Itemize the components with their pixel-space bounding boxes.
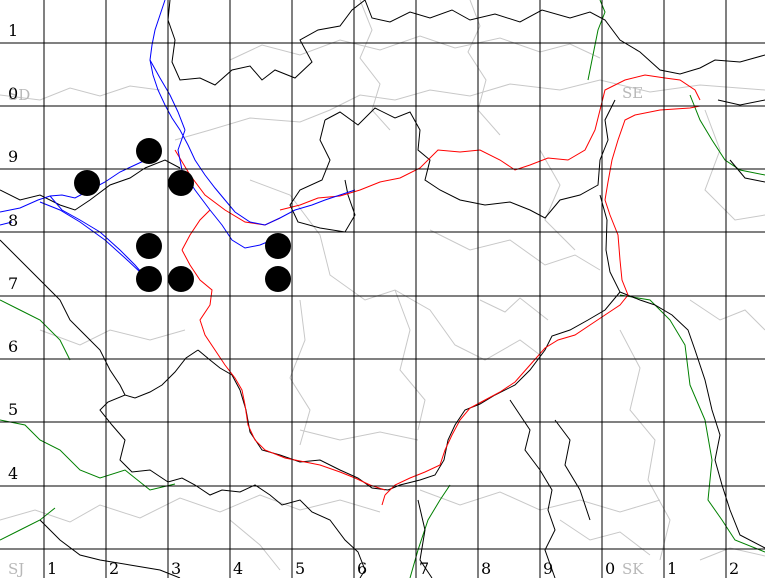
row-label: 6 <box>8 337 18 356</box>
col-label: 6 <box>357 559 367 578</box>
square-label-sk: SK <box>622 560 644 578</box>
record-dot <box>265 266 291 292</box>
col-label: 4 <box>233 559 243 578</box>
record-dot <box>265 233 291 259</box>
square-label-sj: SJ <box>8 560 24 578</box>
col-label: 1 <box>667 559 677 578</box>
row-label: 8 <box>8 211 18 230</box>
col-label: 2 <box>109 559 119 578</box>
col-label: 3 <box>171 559 181 578</box>
col-label: 1 <box>47 559 57 578</box>
record-dot <box>136 138 162 164</box>
row-label: 4 <box>8 464 18 483</box>
row-label: 5 <box>8 400 18 419</box>
record-dot <box>168 170 194 196</box>
col-label: 7 <box>419 559 429 578</box>
row-label: 9 <box>8 147 18 166</box>
row-labels: 1 0 9 8 7 6 5 4 <box>8 21 18 483</box>
row-label: 0 <box>8 84 18 103</box>
col-labels: 1 2 3 4 5 6 7 8 9 0 1 2 <box>47 559 739 578</box>
col-label: 0 <box>605 559 615 578</box>
square-labels: SD SE SJ SK <box>8 84 644 578</box>
row-label: 7 <box>8 274 18 293</box>
col-label: 2 <box>729 559 739 578</box>
region-boundary <box>174 74 701 506</box>
col-label: 9 <box>543 559 553 578</box>
col-label: 8 <box>481 559 491 578</box>
square-label-sd: SD <box>8 86 30 104</box>
col-label: 5 <box>295 559 305 578</box>
square-label-se: SE <box>622 84 643 102</box>
record-dot <box>74 170 100 196</box>
record-dot <box>136 233 162 259</box>
record-dot <box>136 266 162 292</box>
record-dot <box>168 266 194 292</box>
row-label: 1 <box>8 21 18 40</box>
record-dots <box>74 138 291 292</box>
